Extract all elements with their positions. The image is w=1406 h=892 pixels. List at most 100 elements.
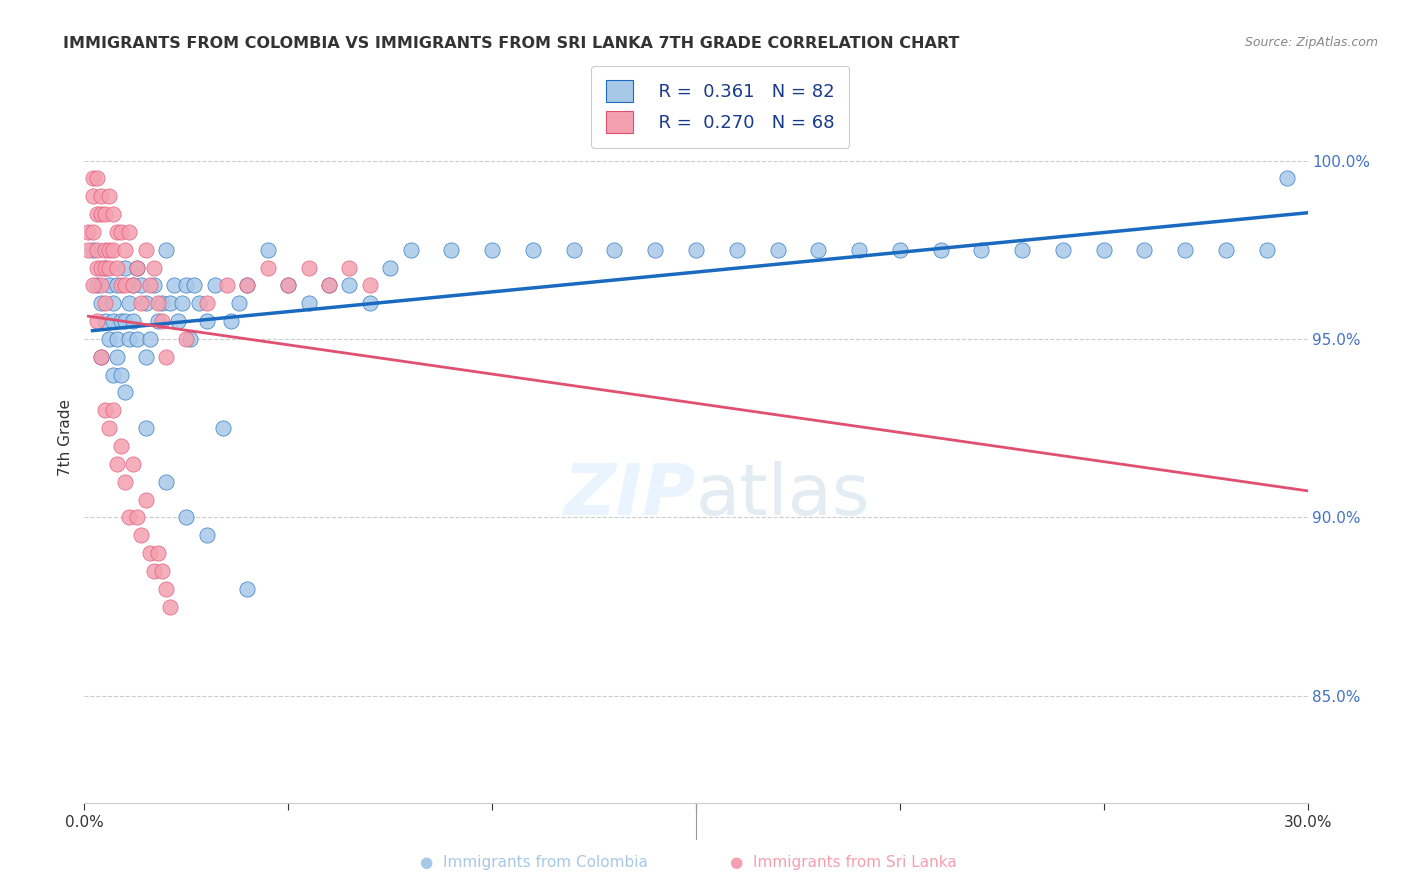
Point [440, 243, 463, 257]
Point [1256, 243, 1278, 257]
Point [174, 510, 197, 524]
Point [277, 278, 299, 293]
Point [725, 243, 748, 257]
Point [603, 243, 626, 257]
Point [155, 243, 177, 257]
Point [90, 350, 112, 364]
Point [97, 189, 120, 203]
Point [219, 314, 242, 328]
Point [101, 207, 124, 221]
Point [101, 296, 124, 310]
Point [236, 582, 259, 596]
Point [138, 278, 160, 293]
Point [1052, 243, 1074, 257]
Point [90, 350, 112, 364]
Point [204, 278, 226, 293]
Point [114, 243, 136, 257]
Point [97, 421, 120, 435]
Point [93, 260, 117, 275]
Point [172, 296, 194, 310]
Point [135, 296, 157, 310]
Point [110, 225, 132, 239]
Point [142, 564, 165, 578]
Point [1133, 243, 1156, 257]
Point [359, 296, 381, 310]
Point [236, 278, 259, 293]
Point [122, 457, 145, 471]
Point [93, 314, 117, 328]
Point [766, 243, 789, 257]
Point [298, 296, 321, 310]
Point [155, 475, 177, 489]
Text: ZIP: ZIP [564, 461, 696, 530]
Point [1174, 243, 1197, 257]
Point [122, 278, 145, 293]
Point [318, 278, 340, 293]
Point [122, 314, 145, 328]
Legend:   R =  0.361   N = 82,   R =  0.270   N = 68: R = 0.361 N = 82, R = 0.270 N = 68 [592, 66, 849, 148]
Point [146, 314, 169, 328]
Point [135, 350, 157, 364]
Point [131, 296, 153, 310]
Point [86, 260, 108, 275]
Point [90, 207, 112, 221]
Point [127, 332, 149, 346]
Point [110, 368, 132, 382]
Point [82, 171, 104, 186]
Point [97, 260, 120, 275]
Point [807, 243, 830, 257]
Point [82, 225, 104, 239]
Text: Source: ZipAtlas.com: Source: ZipAtlas.com [1244, 36, 1378, 49]
Point [127, 260, 149, 275]
Point [86, 278, 108, 293]
Point [86, 314, 108, 328]
Point [135, 243, 157, 257]
Point [105, 457, 128, 471]
Point [228, 296, 250, 310]
Point [277, 278, 299, 293]
Point [82, 278, 104, 293]
Point [257, 260, 280, 275]
Point [174, 332, 197, 346]
Point [150, 296, 173, 310]
Point [93, 260, 117, 275]
Point [929, 243, 952, 257]
Text: ●  Immigrants from Sri Lanka: ● Immigrants from Sri Lanka [730, 855, 957, 870]
Point [101, 403, 124, 417]
Y-axis label: 7th Grade: 7th Grade [58, 399, 73, 475]
Point [138, 546, 160, 560]
Point [97, 278, 120, 293]
Point [142, 278, 165, 293]
Point [195, 296, 218, 310]
Point [97, 332, 120, 346]
Point [93, 296, 117, 310]
Text: IMMIGRANTS FROM COLOMBIA VS IMMIGRANTS FROM SRI LANKA 7TH GRADE CORRELATION CHAR: IMMIGRANTS FROM COLOMBIA VS IMMIGRANTS F… [63, 36, 960, 51]
Point [86, 243, 108, 257]
Point [86, 171, 108, 186]
Point [82, 243, 104, 257]
Point [118, 296, 141, 310]
Point [118, 225, 141, 239]
Text: ●  Immigrants from Colombia: ● Immigrants from Colombia [420, 855, 648, 870]
Point [167, 314, 190, 328]
Point [77, 225, 100, 239]
Point [110, 439, 132, 453]
Point [183, 278, 205, 293]
Point [122, 278, 145, 293]
Point [970, 243, 993, 257]
Point [90, 260, 112, 275]
Point [644, 243, 666, 257]
Point [90, 296, 112, 310]
Text: atlas: atlas [696, 461, 870, 530]
Point [318, 278, 340, 293]
Point [97, 243, 120, 257]
Point [481, 243, 503, 257]
Point [114, 260, 136, 275]
Point [105, 350, 128, 364]
Point [1277, 171, 1299, 186]
Point [93, 207, 117, 221]
Point [155, 350, 177, 364]
Point [105, 332, 128, 346]
Point [135, 421, 157, 435]
Point [131, 278, 153, 293]
